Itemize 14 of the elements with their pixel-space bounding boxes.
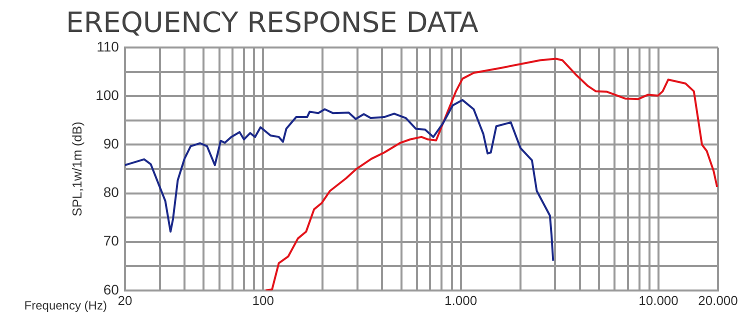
x-tick-label: 20 (118, 292, 132, 308)
y-tick-label: 100 (96, 87, 120, 104)
y-tick-label: 80 (103, 184, 120, 200)
y-tick-label: 60 (103, 281, 120, 298)
x-tick-label: 100 (252, 292, 274, 308)
y-tick-label: 70 (103, 232, 120, 249)
x-axis-title: Frequency (Hz) (24, 298, 107, 313)
x-tick-label: 1.000 (444, 292, 478, 308)
x-tick-label: 10.000 (638, 292, 678, 308)
y-tick-label: 90 (103, 136, 120, 152)
chart-title: EREQUENCY RESPONSE DATA (66, 6, 478, 40)
y-axis-title: SPL,1w/1m (dB) (69, 122, 84, 216)
x-tick-label: 20.000 (698, 292, 738, 308)
y-tick-label: 110 (96, 38, 120, 54)
